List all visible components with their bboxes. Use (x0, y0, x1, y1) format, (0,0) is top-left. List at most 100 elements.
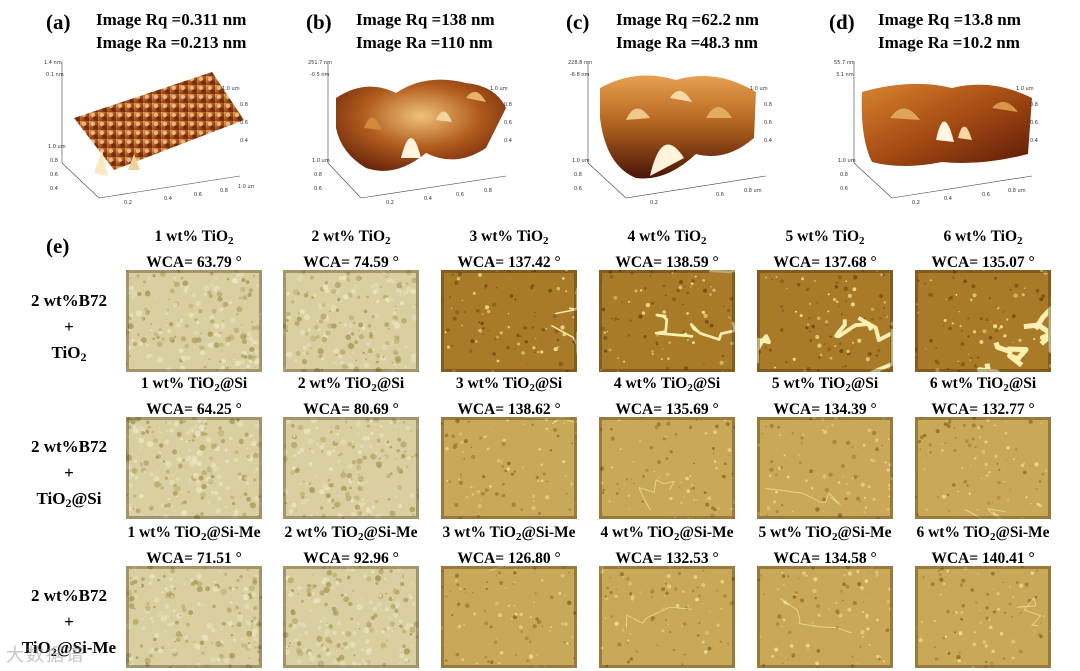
wca-value: WCA= 80.69 ° (303, 401, 399, 418)
svg-text:0.8: 0.8 (220, 188, 228, 194)
svg-text:-0.5 nm: -0.5 nm (310, 72, 330, 78)
svg-text:55.7 nm: 55.7 nm (834, 60, 855, 66)
panel-label-a: (a) (46, 10, 71, 34)
sample-header: 6 wt% TiO2@Si-Me WCA= 140.41 ° (908, 522, 1058, 570)
svg-text:0.6: 0.6 (574, 186, 582, 192)
sample-header: 1 wt% TiO2 WCA= 63.79 ° (119, 226, 269, 274)
svg-text:1.0 um: 1.0 um (750, 86, 768, 92)
micrograph-image (441, 566, 577, 668)
svg-text:1.0 um: 1.0 um (490, 86, 508, 92)
wca-value: WCA= 135.07 ° (931, 254, 1035, 271)
svg-text:0.6: 0.6 (504, 120, 512, 126)
sample-header: 2 wt% TiO2@Si WCA= 80.69 ° (276, 373, 426, 421)
svg-text:0.4: 0.4 (1030, 138, 1038, 144)
svg-text:0.6: 0.6 (314, 186, 322, 192)
sample-header: 2 wt% TiO2@Si-Me WCA= 92.96 ° (276, 522, 426, 570)
svg-text:1.0 um: 1.0 um (238, 184, 254, 190)
svg-text:0.4: 0.4 (240, 138, 248, 144)
sample-name: 1 wt% TiO2@Si (140, 375, 248, 394)
svg-text:0.6: 0.6 (764, 120, 772, 126)
svg-text:0.2: 0.2 (124, 200, 132, 206)
micrograph-image (915, 566, 1051, 668)
micrograph-image (915, 270, 1051, 372)
panel-label-c: (c) (566, 10, 590, 34)
wca-value: WCA= 138.59 ° (615, 254, 719, 271)
row-label-formula: TiO2@Si (36, 489, 102, 510)
svg-text:0.8: 0.8 (574, 172, 582, 178)
svg-text:0.6: 0.6 (716, 192, 724, 198)
svg-text:0.8: 0.8 (504, 102, 512, 108)
svg-text:-6.8 nm: -6.8 nm (570, 72, 590, 78)
sample-name: 2 wt% TiO2@Si-Me (284, 524, 418, 543)
svg-text:1.0 um: 1.0 um (1016, 86, 1034, 92)
wca-value: WCA= 137.42 ° (457, 254, 561, 271)
svg-text:0.8 um: 0.8 um (1008, 188, 1026, 194)
sample-header: 5 wt% TiO2@Si WCA= 134.39 ° (750, 373, 900, 421)
sample-name: 6 wt% TiO2@Si-Me (916, 524, 1050, 543)
panel-label-e: (e) (46, 234, 70, 258)
sample-header: 3 wt% TiO2@Si-Me WCA= 126.80 ° (434, 522, 584, 570)
micrograph-image (757, 566, 893, 668)
sample-header: 2 wt% TiO2 WCA= 74.59 ° (276, 226, 426, 274)
svg-text:0.1 nm: 0.1 nm (46, 72, 64, 78)
svg-text:3.1 nm: 3.1 nm (836, 72, 854, 78)
svg-text:0.6: 0.6 (50, 172, 58, 178)
row-label-3: 2 wt%B72 + TiO2@Si-Me (0, 583, 138, 665)
sample-name: 5 wt% TiO2 (785, 228, 865, 247)
micrograph-image (757, 270, 893, 372)
watermark: 大数据谱 (6, 645, 86, 666)
sample-name: 5 wt% TiO2@Si-Me (758, 524, 892, 543)
row-label-plus: + (64, 463, 74, 482)
sample-name: 1 wt% TiO2@Si-Me (127, 524, 261, 543)
svg-text:1.0 um: 1.0 um (222, 86, 240, 92)
svg-text:0.8 um: 0.8 um (744, 188, 762, 194)
sample-name: 4 wt% TiO2 (627, 228, 707, 247)
svg-text:0.6: 0.6 (240, 120, 248, 126)
svg-text:0.6: 0.6 (194, 192, 202, 198)
micrograph-image (126, 270, 262, 372)
micrograph-image (599, 270, 735, 372)
wca-value: WCA= 71.51 ° (146, 550, 242, 567)
afm-surface-b: 251.7 nm -0.5 nm 1.0 um 0.8 0.6 0.4 1.0 um 0… (308, 60, 512, 206)
sample-header: 3 wt% TiO2@Si WCA= 138.62 ° (434, 373, 584, 421)
svg-text:0.8: 0.8 (484, 188, 492, 194)
svg-text:0.4: 0.4 (424, 196, 432, 202)
afm-surface-c: 228.8 nm -6.8 nm 1.0 um 0.8 0.6 0.4 1.0 um 0… (568, 60, 772, 206)
svg-text:1.4 nm: 1.4 nm (44, 60, 62, 66)
svg-text:0.4: 0.4 (944, 196, 952, 202)
row-label-line: 2 wt%B72 (30, 291, 108, 310)
svg-text:0.6: 0.6 (456, 192, 464, 198)
svg-text:0.2: 0.2 (912, 200, 920, 206)
sample-name: 4 wt% TiO2@Si-Me (600, 524, 734, 543)
svg-text:0.8: 0.8 (240, 102, 248, 108)
afm-3d-plot-b: 251.7 nm -0.5 nm 1.0 um 0.8 0.6 0.4 1.0 um 0… (306, 58, 516, 208)
svg-text:0.6: 0.6 (1030, 120, 1038, 126)
wca-value: WCA= 140.41 ° (931, 550, 1035, 567)
svg-text:0.8: 0.8 (314, 172, 322, 178)
sample-header: 6 wt% TiO2@Si WCA= 132.77 ° (908, 373, 1058, 421)
wca-value: WCA= 134.58 ° (773, 550, 877, 567)
sample-header: 4 wt% TiO2@Si-Me WCA= 132.53 ° (592, 522, 742, 570)
wca-value: WCA= 64.25 ° (146, 401, 242, 418)
afm-3d-plot-a: 1.4 nm 0.1 nm 1.0 um 0.8 0.6 0.4 1.0 um 0.8 … (44, 58, 254, 208)
rq-value-a: Image Rq =0.311 nm (96, 10, 247, 29)
micrograph-image (915, 417, 1051, 519)
row-label-formula: TiO2 (51, 343, 87, 364)
sample-header: 1 wt% TiO2@Si-Me WCA= 71.51 ° (119, 522, 269, 570)
row-label-formula: TiO2@Si-Me (21, 638, 117, 659)
wca-value: WCA= 74.59 ° (303, 254, 399, 271)
svg-text:1.0 um: 1.0 um (48, 144, 66, 150)
wca-value: WCA= 135.69 ° (615, 401, 719, 418)
svg-text:0.4: 0.4 (164, 196, 172, 202)
sample-name: 1 wt% TiO2 (154, 228, 234, 247)
row-label-1: 2 wt%B72 + TiO2 (0, 288, 138, 370)
micrograph-image (126, 566, 262, 668)
micrograph-image (283, 417, 419, 519)
svg-text:0.6: 0.6 (982, 192, 990, 198)
svg-text:0.6: 0.6 (840, 186, 848, 192)
sample-name: 2 wt% TiO2@Si (297, 375, 405, 394)
sample-name: 6 wt% TiO2@Si (929, 375, 1037, 394)
row-label-2: 2 wt%B72 + TiO2@Si (0, 434, 138, 516)
micrograph-image (283, 270, 419, 372)
micrograph-image (283, 566, 419, 668)
